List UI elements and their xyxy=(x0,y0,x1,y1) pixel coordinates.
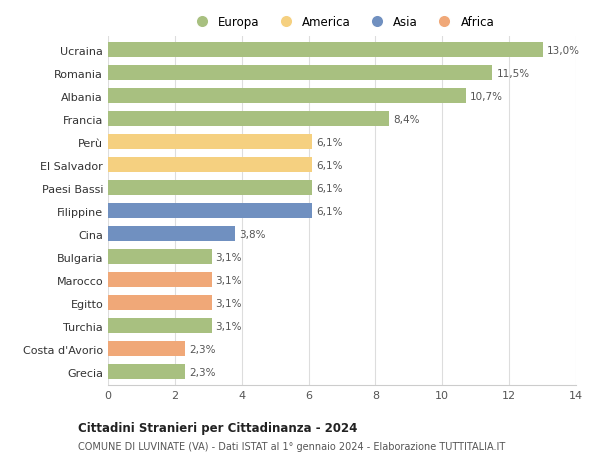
Bar xyxy=(108,112,389,127)
Text: 3,8%: 3,8% xyxy=(239,229,266,239)
Text: 2,3%: 2,3% xyxy=(189,367,215,377)
Text: 11,5%: 11,5% xyxy=(496,68,530,78)
Bar xyxy=(108,296,212,310)
Text: 8,4%: 8,4% xyxy=(393,114,419,124)
Bar xyxy=(108,135,312,150)
Bar xyxy=(108,89,466,104)
Bar xyxy=(108,66,493,81)
Bar xyxy=(108,319,212,333)
Bar xyxy=(108,181,312,196)
Text: 3,1%: 3,1% xyxy=(215,298,242,308)
Bar xyxy=(108,273,212,287)
Text: 2,3%: 2,3% xyxy=(189,344,215,354)
Text: 10,7%: 10,7% xyxy=(470,91,503,101)
Bar xyxy=(108,158,312,173)
Bar xyxy=(108,364,185,379)
Text: 3,1%: 3,1% xyxy=(215,321,242,331)
Text: 6,1%: 6,1% xyxy=(316,183,343,193)
Text: 6,1%: 6,1% xyxy=(316,206,343,216)
Text: COMUNE DI LUVINATE (VA) - Dati ISTAT al 1° gennaio 2024 - Elaborazione TUTTITALI: COMUNE DI LUVINATE (VA) - Dati ISTAT al … xyxy=(78,441,505,451)
Bar xyxy=(108,43,542,58)
Bar xyxy=(108,227,235,241)
Text: 3,1%: 3,1% xyxy=(215,252,242,262)
Text: 6,1%: 6,1% xyxy=(316,137,343,147)
Text: 13,0%: 13,0% xyxy=(547,45,580,56)
Text: 3,1%: 3,1% xyxy=(215,275,242,285)
Legend: Europa, America, Asia, Africa: Europa, America, Asia, Africa xyxy=(185,11,499,34)
Text: Cittadini Stranieri per Cittadinanza - 2024: Cittadini Stranieri per Cittadinanza - 2… xyxy=(78,421,358,434)
Bar xyxy=(108,341,185,356)
Bar xyxy=(108,250,212,264)
Text: 6,1%: 6,1% xyxy=(316,160,343,170)
Bar xyxy=(108,204,312,218)
